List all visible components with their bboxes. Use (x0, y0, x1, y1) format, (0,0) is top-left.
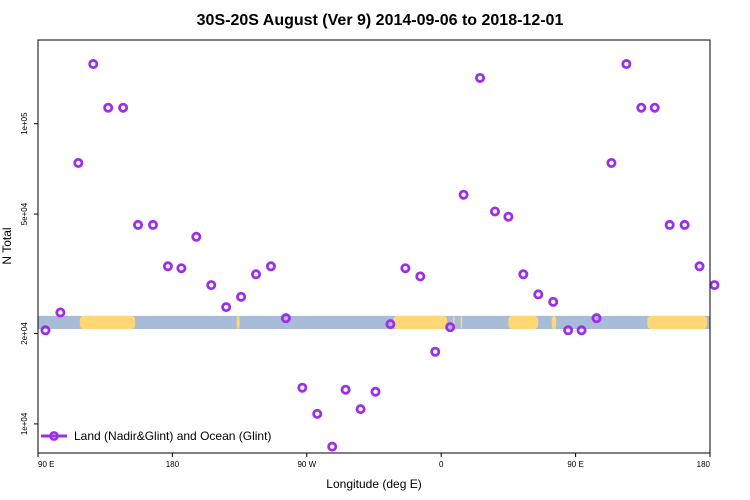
data-point (355, 404, 366, 415)
x-tick-label: 90 E (38, 460, 54, 469)
data-point (340, 384, 351, 395)
x-tick-label: 90 W (297, 460, 316, 469)
y-axis: 1e+04 2e+04 5e+04 1e+05 (20, 112, 38, 435)
x-axis: 90 E 180 90 W 0 90 E 180 (37, 453, 711, 469)
x-axis-label: Longitude (deg E) (326, 477, 421, 491)
y-tick-label: 5e+04 (20, 202, 29, 225)
data-point (576, 325, 587, 336)
data-point (664, 219, 675, 230)
data-point (503, 211, 514, 222)
data-point (636, 102, 647, 113)
land-band (508, 315, 539, 330)
data-point (206, 280, 217, 291)
data-point (88, 59, 99, 70)
data-point (312, 408, 323, 419)
data-point (236, 291, 247, 302)
data-point (415, 271, 426, 282)
data-point (649, 102, 660, 113)
y-tick-label: 1e+04 (20, 412, 29, 435)
land-band (79, 315, 136, 330)
data-point (40, 325, 51, 336)
data-point (445, 322, 456, 333)
land-band (236, 315, 240, 330)
data-point (694, 261, 705, 272)
x-tick-label: 180 (697, 460, 711, 469)
x-tick-label: 90 E (567, 460, 583, 469)
x-tick-label: 0 (439, 460, 444, 469)
data-point (475, 72, 486, 83)
data-point (621, 59, 632, 70)
data-point (489, 206, 500, 217)
data-point (533, 289, 544, 300)
data-point (55, 307, 66, 318)
legend-label: Land (Nadir&Glint) and Ocean (Glint) (74, 429, 271, 443)
chart-title: 30S-20S August (Ver 9) 2014-09-06 to 201… (197, 12, 564, 29)
data-point (297, 382, 308, 393)
land-band (460, 315, 463, 330)
data-points (40, 59, 720, 452)
y-tick-label: 1e+05 (20, 112, 29, 135)
data-point (327, 441, 338, 452)
data-point (458, 189, 469, 200)
legend: Land (Nadir&Glint) and Ocean (Glint) (41, 429, 271, 443)
data-point (73, 157, 84, 168)
data-point (709, 280, 720, 291)
land-band (647, 315, 708, 330)
data-point (606, 157, 617, 168)
y-axis-label: N Total (0, 227, 14, 264)
legend-marker (49, 431, 59, 441)
data-point (147, 219, 158, 230)
data-point (133, 219, 144, 230)
data-point (103, 102, 114, 113)
data-point (251, 269, 262, 280)
data-point (400, 263, 411, 274)
data-point (280, 313, 291, 324)
y-tick-label: 2e+04 (20, 322, 29, 345)
plot-frame (37, 39, 711, 454)
data-point (563, 325, 574, 336)
geography-band (38, 315, 710, 330)
data-point (265, 261, 276, 272)
data-point (221, 302, 232, 313)
land-band (551, 315, 557, 330)
land-band (393, 315, 448, 330)
data-point (679, 219, 690, 230)
data-point (118, 102, 129, 113)
data-point (591, 313, 602, 324)
land-band (130, 315, 133, 330)
data-point (162, 261, 173, 272)
data-point (385, 319, 396, 330)
ocean-band (38, 315, 710, 330)
data-point (191, 231, 202, 242)
data-point (370, 386, 381, 397)
data-point (430, 346, 441, 357)
data-point (548, 296, 559, 307)
data-point (176, 263, 187, 274)
x-tick-label: 180 (166, 460, 180, 469)
data-point (518, 269, 529, 280)
